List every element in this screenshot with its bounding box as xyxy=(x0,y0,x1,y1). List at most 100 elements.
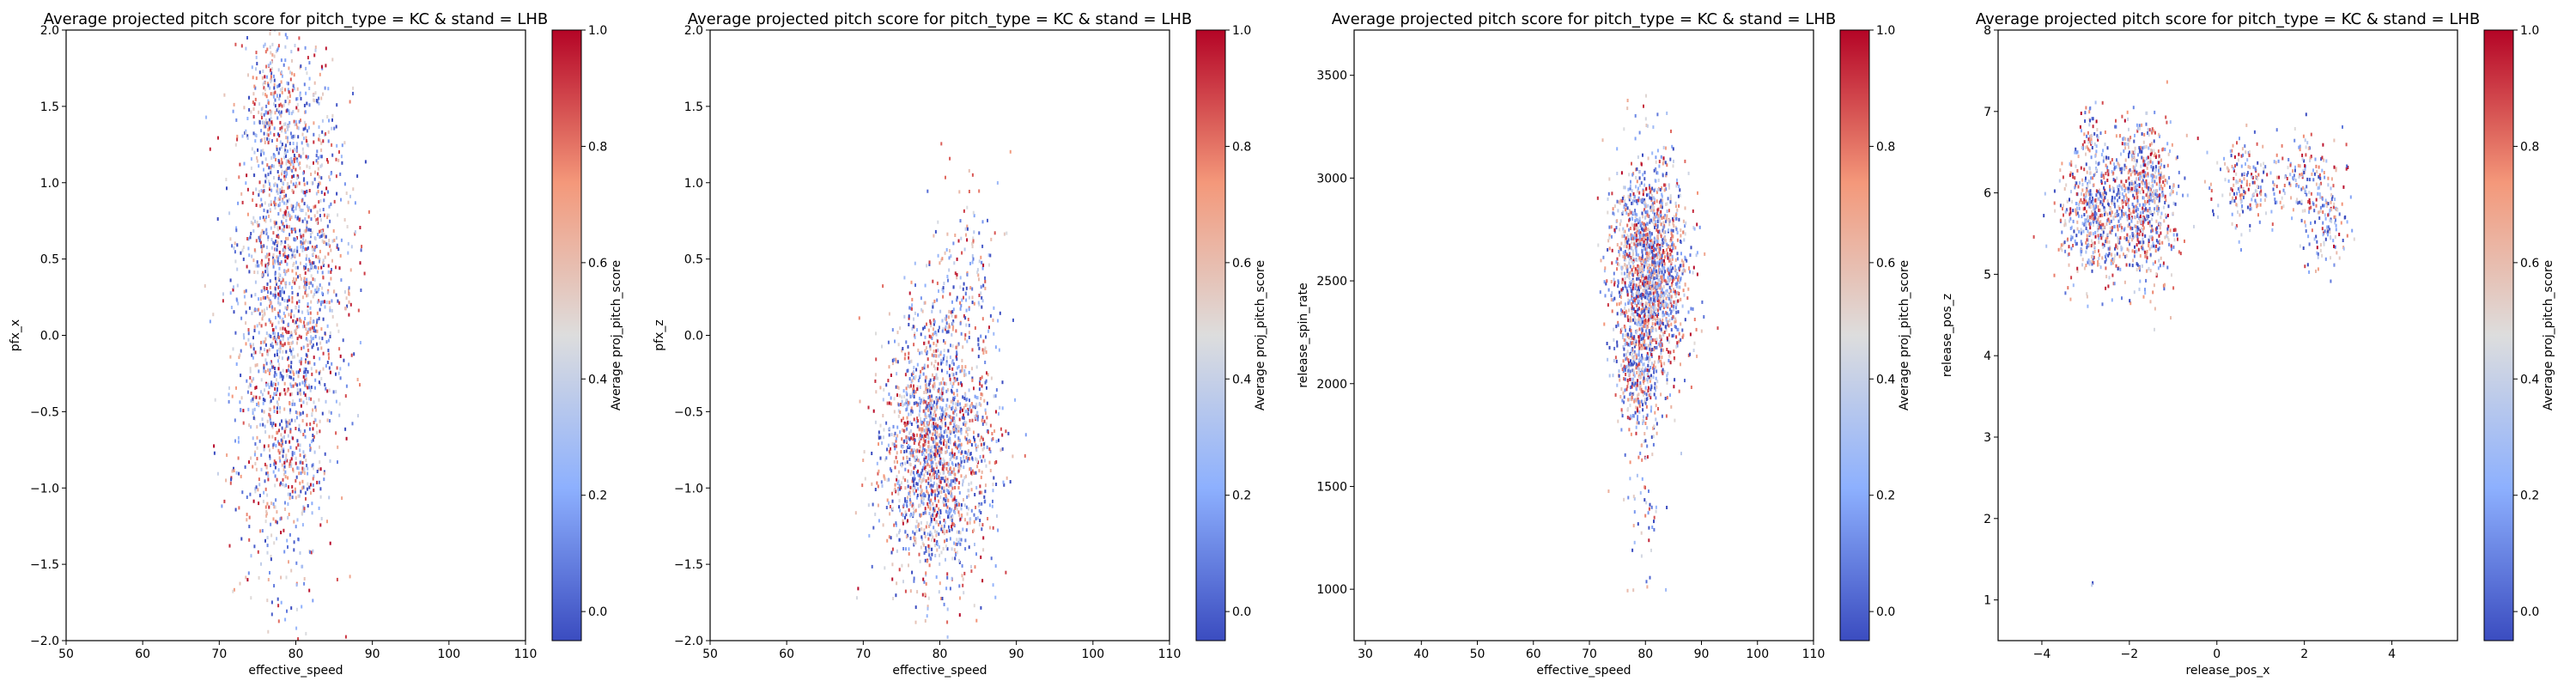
data-point xyxy=(277,235,280,240)
data-point xyxy=(968,439,970,442)
data-point xyxy=(908,498,911,502)
data-point xyxy=(296,465,299,470)
data-point xyxy=(266,132,269,137)
data-point xyxy=(295,97,298,101)
data-point xyxy=(263,125,265,129)
data-point xyxy=(957,449,960,453)
data-point xyxy=(283,388,286,392)
data-point xyxy=(906,427,908,431)
data-point xyxy=(926,404,928,409)
data-point xyxy=(275,221,277,225)
data-point xyxy=(326,324,329,328)
data-point xyxy=(911,326,914,331)
data-point xyxy=(306,277,308,282)
data-point xyxy=(963,420,966,424)
data-point xyxy=(1682,268,1685,272)
data-point xyxy=(1645,274,1648,278)
data-point xyxy=(927,525,930,528)
data-point xyxy=(929,398,932,403)
data-point xyxy=(305,247,307,251)
data-point xyxy=(895,360,897,364)
data-point xyxy=(928,444,931,448)
data-point xyxy=(266,493,269,497)
data-point xyxy=(284,501,286,505)
data-point xyxy=(906,500,908,504)
data-point xyxy=(935,349,938,353)
data-point xyxy=(291,88,294,93)
data-point xyxy=(261,248,264,252)
data-point xyxy=(955,499,957,503)
data-point xyxy=(290,312,292,316)
data-point xyxy=(881,483,884,488)
data-point xyxy=(235,228,238,233)
data-point xyxy=(920,471,922,476)
x-tick-label: 80 xyxy=(933,647,948,661)
data-point xyxy=(264,118,267,122)
data-point xyxy=(912,391,914,395)
data-point xyxy=(1641,331,1643,335)
data-point xyxy=(261,203,264,207)
data-point xyxy=(298,411,301,416)
data-point xyxy=(302,400,305,404)
data-point xyxy=(278,226,281,230)
data-point xyxy=(359,383,361,387)
data-point xyxy=(276,350,278,353)
data-point xyxy=(329,335,331,338)
data-point xyxy=(951,453,954,458)
data-point xyxy=(931,489,933,493)
data-point xyxy=(1631,201,1634,205)
data-point xyxy=(903,394,906,398)
data-point xyxy=(319,155,322,159)
data-point xyxy=(944,317,946,321)
data-point xyxy=(284,240,287,244)
data-point xyxy=(971,418,974,423)
data-point xyxy=(973,230,975,234)
data-point xyxy=(288,485,289,489)
data-point xyxy=(916,650,918,654)
data-point xyxy=(1659,247,1662,251)
data-point xyxy=(938,499,940,503)
data-point xyxy=(268,505,270,509)
data-point xyxy=(1607,197,1609,201)
data-point xyxy=(337,299,339,303)
data-point xyxy=(277,604,280,608)
data-point xyxy=(264,358,267,362)
data-point xyxy=(352,91,354,95)
data-point xyxy=(875,357,878,362)
data-point xyxy=(235,226,238,230)
data-point xyxy=(901,349,903,353)
data-point xyxy=(305,377,307,381)
data-point xyxy=(990,556,993,561)
plot-frame xyxy=(709,29,1170,641)
data-point xyxy=(276,537,278,541)
data-point xyxy=(320,155,323,159)
data-point xyxy=(319,214,321,218)
data-point xyxy=(949,377,951,381)
data-point xyxy=(281,199,283,204)
data-point xyxy=(915,420,918,424)
data-point xyxy=(278,201,281,205)
data-point xyxy=(948,404,951,409)
data-point xyxy=(297,126,300,131)
data-point xyxy=(956,542,958,546)
data-point xyxy=(273,54,276,58)
data-point xyxy=(1631,234,1634,239)
data-point xyxy=(953,455,956,459)
data-point xyxy=(977,504,980,508)
data-point xyxy=(261,309,264,313)
data-point xyxy=(266,271,269,275)
data-point xyxy=(325,364,327,368)
data-point xyxy=(314,329,317,333)
data-point xyxy=(299,481,301,485)
data-point xyxy=(905,502,908,506)
data-point xyxy=(914,541,916,545)
data-point xyxy=(1668,285,1671,289)
data-point xyxy=(278,429,280,433)
data-point xyxy=(279,88,282,92)
data-point xyxy=(992,318,994,322)
y-tick-label: 1.5 xyxy=(40,100,59,114)
data-point xyxy=(879,386,882,390)
data-point xyxy=(919,440,920,444)
data-point xyxy=(289,410,291,415)
y-tick-label: 2.0 xyxy=(40,24,59,38)
